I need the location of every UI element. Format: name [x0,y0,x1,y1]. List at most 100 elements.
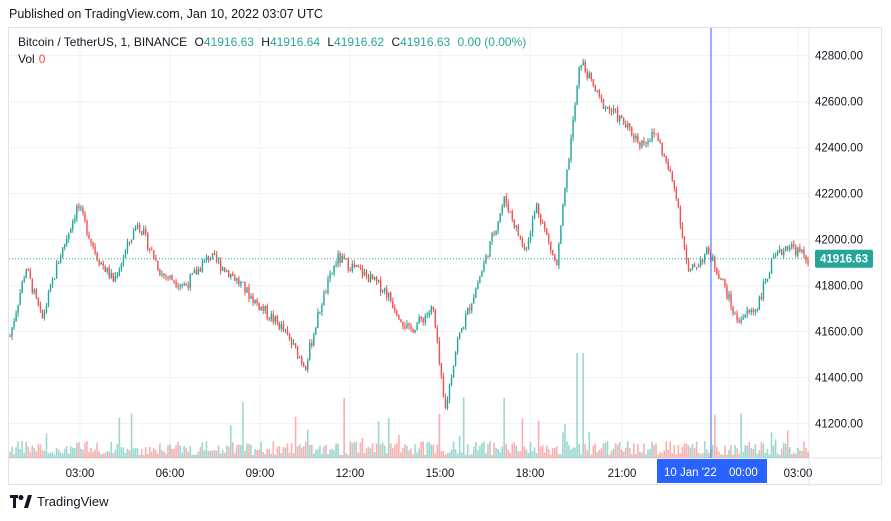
candle-body [23,277,25,282]
volume-bar [774,439,777,458]
volume-bar [539,446,542,458]
candle-body [669,169,671,172]
volume-bar [146,454,149,458]
y-tick-label: 42000.00 [815,235,863,247]
volume-bar [315,450,317,458]
candle-body [151,249,153,251]
volume-bar [246,443,248,458]
chart-frame[interactable]: 41200.00 41400.00 41600.00 41800.00 42000.00… [8,27,883,486]
volume-bar [84,442,86,458]
candle-body [284,329,287,331]
candle-body [171,275,173,281]
candle-body [489,241,491,257]
candle-body [625,124,627,128]
candle-body [70,229,72,233]
volume-bar [78,442,80,458]
volume-bar [466,444,469,458]
volume-bar [541,444,544,458]
volume-bar [703,441,706,458]
candle-body [720,279,722,281]
candle-body [756,309,759,311]
volume-bar [252,454,254,458]
volume-bar [637,444,639,458]
volume-bar [608,454,611,458]
volume-bar [705,449,708,458]
close-value: 41916.63 [400,35,451,49]
candle-body [327,279,329,294]
volume-bar [448,452,451,458]
low-value: 41916.62 [334,35,385,49]
candle-body [539,214,542,223]
candle-body [772,256,775,259]
volume-bar [687,445,690,458]
candle-body [272,314,275,322]
x-tick-label: 21:00 [608,468,637,480]
candle-body [537,203,540,215]
volume-bar [772,445,775,458]
candle-body [507,203,509,212]
candle-body [134,226,137,231]
volume-bar [730,444,732,458]
volume-bar [618,441,621,458]
volume-bar [805,447,807,458]
candle-body [424,316,426,323]
volume-bar [470,454,473,458]
candle-body [714,256,716,268]
candle-body [706,247,708,254]
volume-bar [9,451,11,458]
volume-bar [337,443,339,458]
volume-bar [803,441,805,458]
candle-body [118,269,121,276]
candle-body [333,265,335,274]
volume-bar [770,432,773,458]
volume-bar [69,446,72,458]
volume-bar [614,443,617,458]
candle-body [657,134,659,142]
volume-bar [193,454,196,458]
volume-bar [21,441,23,458]
volume-bar [333,450,335,458]
candle-body [440,363,443,377]
volume-bar [778,454,781,458]
volume-bar [592,445,595,458]
volume-bar [782,442,785,458]
candle-body [663,154,665,156]
candle-body [329,273,331,280]
candle-body [211,253,214,259]
candle-body [517,225,520,236]
volume-bar [799,450,801,458]
volume-bar [760,441,763,458]
candle-body [221,267,224,271]
candle-body [61,247,64,257]
candle-body [74,218,76,222]
candle-body [84,213,86,221]
candle-body [446,399,449,408]
x-tick-label: 12:00 [336,468,365,480]
volume-bar [379,444,382,458]
candle-body [197,268,200,275]
candle-body [361,268,364,276]
candle-body [232,273,234,276]
candle-body [795,247,797,256]
y-tick-label: 41200.00 [815,419,863,431]
volume-bar [94,449,96,458]
volume-bar [80,448,82,458]
candle-body [11,327,13,337]
candle-body [300,356,303,364]
volume-legend: Vol 0 [18,52,45,66]
volume-bar [515,445,518,458]
volume-bar [15,447,17,458]
volume-bar [250,444,252,458]
volume-bar [331,449,333,458]
candle-body [481,271,483,277]
candle-body [13,321,15,328]
candle-body [643,140,645,144]
volume-bar [321,453,323,458]
volume-bar [100,454,102,458]
volume-bar [363,452,366,458]
volume-bar [788,447,791,458]
volume-bar [428,442,431,458]
volume-bar [624,447,627,458]
footer-brand[interactable]: TradingView [10,494,109,509]
price-chart[interactable]: 41200.00 41400.00 41600.00 41800.00 42000.00… [9,28,883,486]
